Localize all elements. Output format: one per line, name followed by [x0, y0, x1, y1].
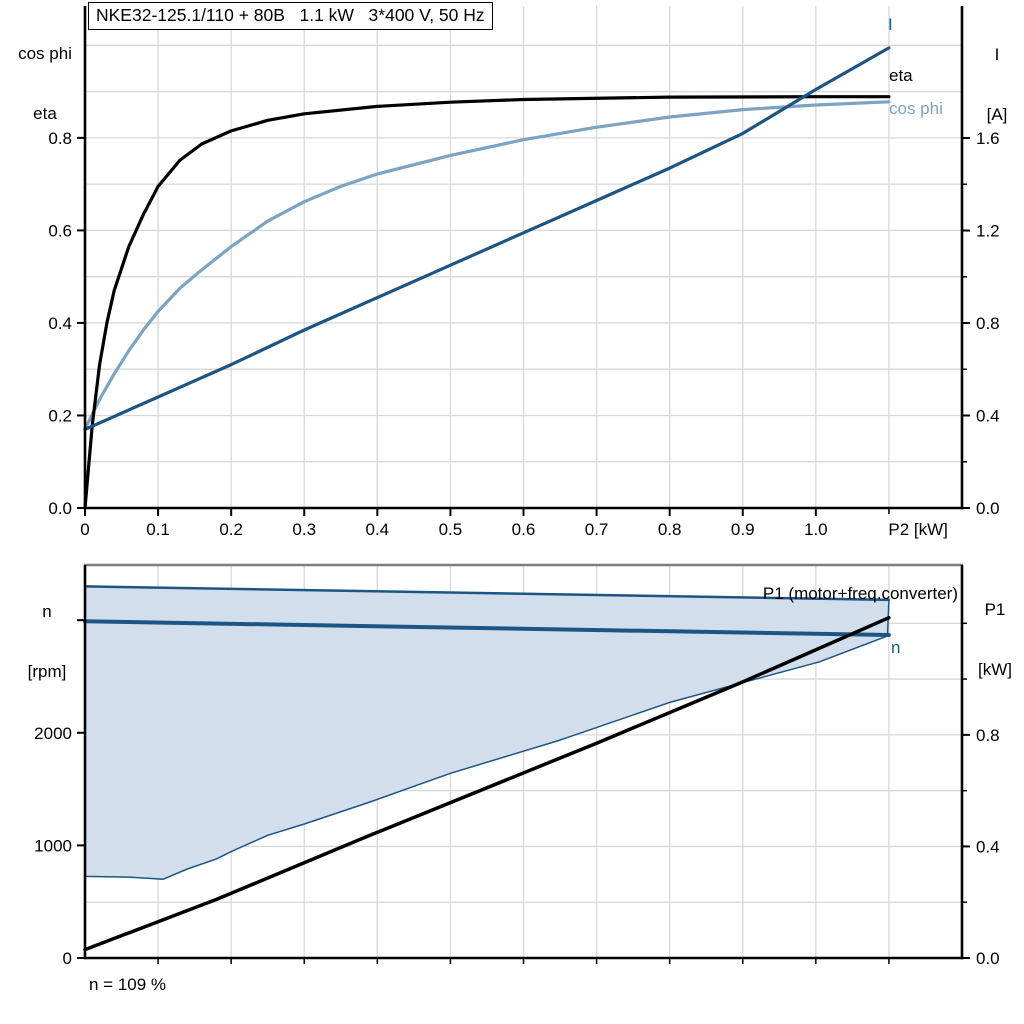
right-tick-label: 1.6: [976, 129, 1000, 148]
left-tick-label: 0.2: [48, 406, 72, 425]
top-left-axis-title: cos phi eta: [6, 4, 84, 164]
chart-title: NKE32-125.1/110 + 80B 1.1 kW 3*400 V, 50…: [96, 5, 485, 25]
speed-range-area: [84, 585, 890, 880]
left-tick-label: 0.8: [48, 129, 72, 148]
curve-label-eta: eta: [889, 66, 913, 85]
x-tick-label: 0.1: [146, 520, 170, 539]
speed-percentage-note: n = 109 %: [89, 975, 167, 994]
x-tick-label: 1.0: [804, 520, 828, 539]
right-tick-label: 0.0: [976, 499, 1000, 518]
curve-p1-motor-freq-converter-: [83, 615, 891, 952]
top-left-axis-title-line2: eta: [33, 104, 57, 123]
curve-i: [83, 46, 891, 431]
curve-label-p1: P1 (motor+freq.converter): [762, 584, 958, 603]
bottom-left-axis-title-line1: n: [42, 602, 52, 621]
top-right-axis-title-line2: [A]: [986, 105, 1008, 124]
x-axis-unit-label: P2 [kW]: [888, 520, 948, 539]
top-right-axis-title: I [A]: [972, 5, 1022, 165]
x-tick-label: 0.4: [366, 520, 390, 539]
right-tick-label: 1.2: [976, 222, 1000, 241]
left-tick-label: 2000: [34, 724, 72, 743]
x-tick-label: 0.7: [585, 520, 609, 539]
left-tick-label: 1000: [34, 836, 72, 855]
top-right-axis-title-line1: I: [994, 45, 1000, 64]
curve-n-max: [83, 585, 891, 602]
curve-label-current: I: [888, 15, 893, 34]
top-left-axis-title-line1: cos phi: [18, 44, 72, 63]
right-tick-label: 0.8: [976, 726, 1000, 745]
x-tick-label: 0.2: [219, 520, 243, 539]
curve-eta: [83, 95, 891, 510]
left-tick-label: 0.0: [48, 499, 72, 518]
right-tick-label: 0.8: [976, 314, 1000, 333]
x-tick-label: 0.9: [731, 520, 755, 539]
curve-n: [83, 619, 891, 637]
x-tick-label: 0.8: [658, 520, 682, 539]
left-tick-label: 0.6: [48, 221, 72, 240]
bottom-left-axis-title: n [rpm]: [14, 562, 80, 722]
left-tick-label: 0.4: [48, 314, 72, 333]
bottom-right-axis-title-line2: [kW]: [978, 660, 1012, 679]
bottom-left-axis-title-line2: [rpm]: [27, 662, 67, 681]
bottom-right-axis-title: P1 [kW]: [966, 560, 1024, 720]
left-tick-label: 0: [63, 949, 72, 968]
right-tick-label: 0.4: [976, 837, 1000, 856]
chart-title-box: NKE32-125.1/110 + 80B 1.1 kW 3*400 V, 50…: [88, 2, 493, 30]
x-tick-label: 0: [80, 520, 89, 539]
x-tick-label: 0.5: [439, 520, 463, 539]
curve-label-cos-phi: cos phi: [889, 99, 943, 118]
curve-cos-phi: [83, 100, 891, 431]
x-tick-label: 0.6: [512, 520, 536, 539]
x-tick-label: 0.3: [292, 520, 316, 539]
right-tick-label: 0.4: [976, 407, 1000, 426]
right-tick-label: 0.0: [976, 949, 1000, 968]
curve-label-speed: n: [891, 638, 901, 657]
bottom-right-axis-title-line1: P1: [984, 600, 1006, 619]
